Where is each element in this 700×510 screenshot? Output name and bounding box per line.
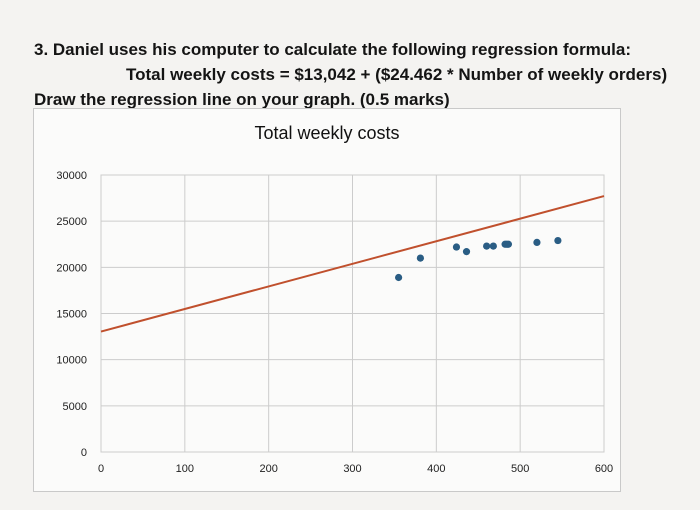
x-tick-label: 300 [343,463,361,475]
regression-formula: Total weekly costs = $13,042 + ($24.462 … [126,65,668,84]
data-point [416,254,425,262]
x-tick-label: 400 [427,463,445,475]
data-point [489,242,497,250]
data-point [504,240,513,248]
regression-line [100,195,605,333]
data-point [452,243,461,251]
data-point [462,248,471,256]
x-tick-label: 0 [98,463,104,475]
data-point [554,236,562,245]
y-tick-label: 25000 [56,216,87,228]
y-tick-label: 20000 [56,262,87,274]
x-tick-label: 100 [176,463,194,475]
y-tick-label: 15000 [56,309,87,321]
data-point [395,273,403,282]
y-tick-label: 10000 [56,355,87,367]
x-tick-label: 600 [595,463,613,475]
scatter-plot: 0 5000 10000 15000 20000 25000 30000 0 100 200 300… [56,170,613,475]
x-tick-label: 200 [259,463,277,475]
y-tick-label: 5000 [63,401,87,413]
chart-container: Total weekly costs 0 5000 10000 15000 20000 2… [33,108,621,492]
chart-title: Total weekly costs [254,123,400,143]
x-tick-label: 500 [511,463,529,475]
question-line-1: 3. Daniel uses his computer to calculate… [34,40,632,59]
data-point [533,238,541,247]
y-tick-label: 0 [81,447,87,459]
y-tick-label: 30000 [56,170,87,182]
question-instruction: Draw the regression line on your graph. … [34,90,450,109]
data-point [483,242,491,250]
